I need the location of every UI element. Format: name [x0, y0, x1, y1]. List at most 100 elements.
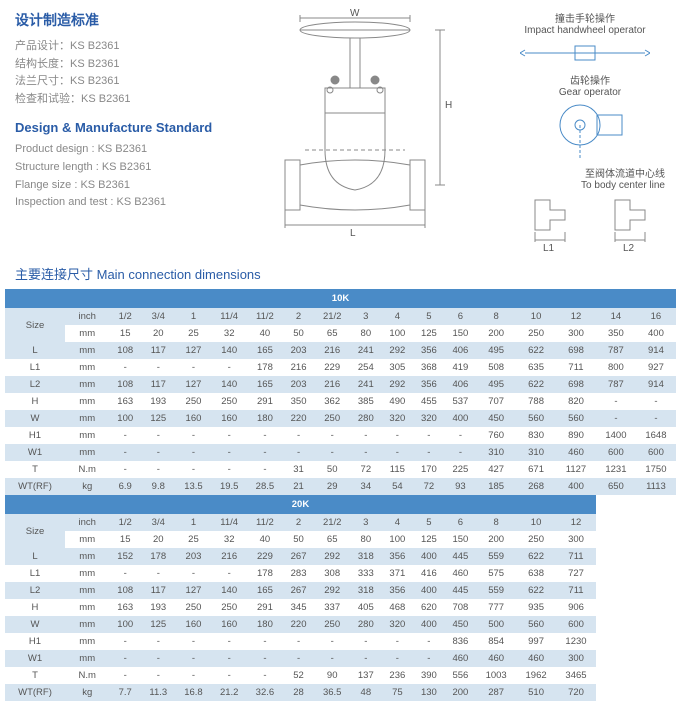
cell: 72	[413, 478, 445, 495]
cell: 318	[350, 548, 382, 565]
cell: 72	[350, 461, 382, 478]
cell: 800	[596, 359, 636, 376]
cell: 650	[596, 478, 636, 495]
cell: 400	[636, 325, 676, 342]
cell: 468	[382, 599, 414, 616]
cell: 575	[476, 565, 516, 582]
cell: 318	[350, 582, 382, 599]
cell: 165	[247, 582, 283, 599]
cell: 927	[636, 359, 676, 376]
cell: 622	[516, 582, 556, 599]
row-unit: mm	[65, 548, 109, 565]
cell: 140	[211, 342, 247, 359]
cell: 280	[350, 616, 382, 633]
row-label: H1	[5, 427, 65, 444]
cell: 291	[247, 393, 283, 410]
dim-h-label: H	[445, 100, 452, 111]
cell: 203	[283, 342, 315, 359]
row-label: W	[5, 616, 65, 633]
cell: 6	[445, 514, 477, 531]
cell: -	[445, 427, 477, 444]
cell: 711	[556, 359, 596, 376]
cell: 220	[283, 616, 315, 633]
cell: -	[247, 650, 283, 667]
cell: 200	[476, 325, 516, 342]
cell: 80	[350, 531, 382, 548]
cell: 1	[176, 308, 212, 325]
cell: 559	[476, 582, 516, 599]
cell: 2	[283, 308, 315, 325]
row-label: L1	[5, 565, 65, 582]
cell: 117	[141, 582, 176, 599]
row-unit: mm	[65, 444, 109, 461]
cell: 4	[382, 308, 414, 325]
cell: 356	[382, 582, 414, 599]
cell: 250	[211, 599, 247, 616]
cell: -	[350, 444, 382, 461]
cell: 622	[516, 342, 556, 359]
cell: 622	[516, 548, 556, 565]
cell: 216	[314, 376, 350, 393]
cell: 830	[516, 427, 556, 444]
cell: 510	[516, 684, 556, 701]
cell: 160	[176, 410, 212, 427]
cell: 711	[556, 548, 596, 565]
cell: 193	[141, 393, 176, 410]
cell: -	[413, 633, 445, 650]
cell: 350	[283, 393, 315, 410]
cell: 150	[445, 325, 477, 342]
row-label: H	[5, 393, 65, 410]
dim-l1-label: L1	[543, 243, 554, 254]
cell: 90	[314, 667, 350, 684]
cell: 21/2	[314, 514, 350, 531]
cell: 622	[516, 376, 556, 393]
cell: -	[314, 444, 350, 461]
cell: 93	[445, 478, 477, 495]
row-unit: N.m	[65, 461, 109, 478]
cell: -	[211, 565, 247, 582]
cell: 820	[556, 393, 596, 410]
cell: 140	[211, 376, 247, 393]
cell: -	[382, 650, 414, 667]
cell: 460	[556, 444, 596, 461]
cell: 556	[445, 667, 477, 684]
cell: 108	[109, 376, 141, 393]
cell: -	[141, 444, 176, 461]
gear-operator-icon	[545, 100, 635, 165]
cell: 127	[176, 342, 212, 359]
cell: 75	[382, 684, 414, 701]
cell: 635	[516, 359, 556, 376]
cell: -	[283, 650, 315, 667]
cell: 906	[556, 599, 596, 616]
table-header: 10K	[5, 289, 676, 308]
cell: 100	[382, 325, 414, 342]
dimensions-table: 10KSizeinch1/23/4111/411/2221/2345681012…	[5, 289, 676, 701]
row-label: W1	[5, 650, 65, 667]
row-unit: mm	[65, 616, 109, 633]
cell: 333	[350, 565, 382, 582]
cell: 460	[476, 650, 516, 667]
cell: 6	[445, 308, 477, 325]
cell: 216	[211, 548, 247, 565]
cell: 80	[350, 325, 382, 342]
cell: 1003	[476, 667, 516, 684]
cell: 450	[476, 410, 516, 427]
section-title: 主要连接尺寸 Main connection dimensions	[0, 260, 681, 289]
cell: -	[109, 461, 141, 478]
cell: 185	[476, 478, 516, 495]
cell: 28	[283, 684, 315, 701]
cell: -	[109, 650, 141, 667]
size-label: Size	[5, 514, 65, 548]
cell: 14	[596, 308, 636, 325]
cell: 117	[141, 376, 176, 393]
cell: 100	[382, 531, 414, 548]
cell: 16	[636, 308, 676, 325]
cell: -	[176, 461, 212, 478]
cell: 117	[141, 342, 176, 359]
cell: 560	[556, 410, 596, 427]
cell: 638	[516, 565, 556, 582]
cell: -	[350, 427, 382, 444]
cell: 495	[476, 376, 516, 393]
cell: -	[176, 444, 212, 461]
cell: 385	[350, 393, 382, 410]
